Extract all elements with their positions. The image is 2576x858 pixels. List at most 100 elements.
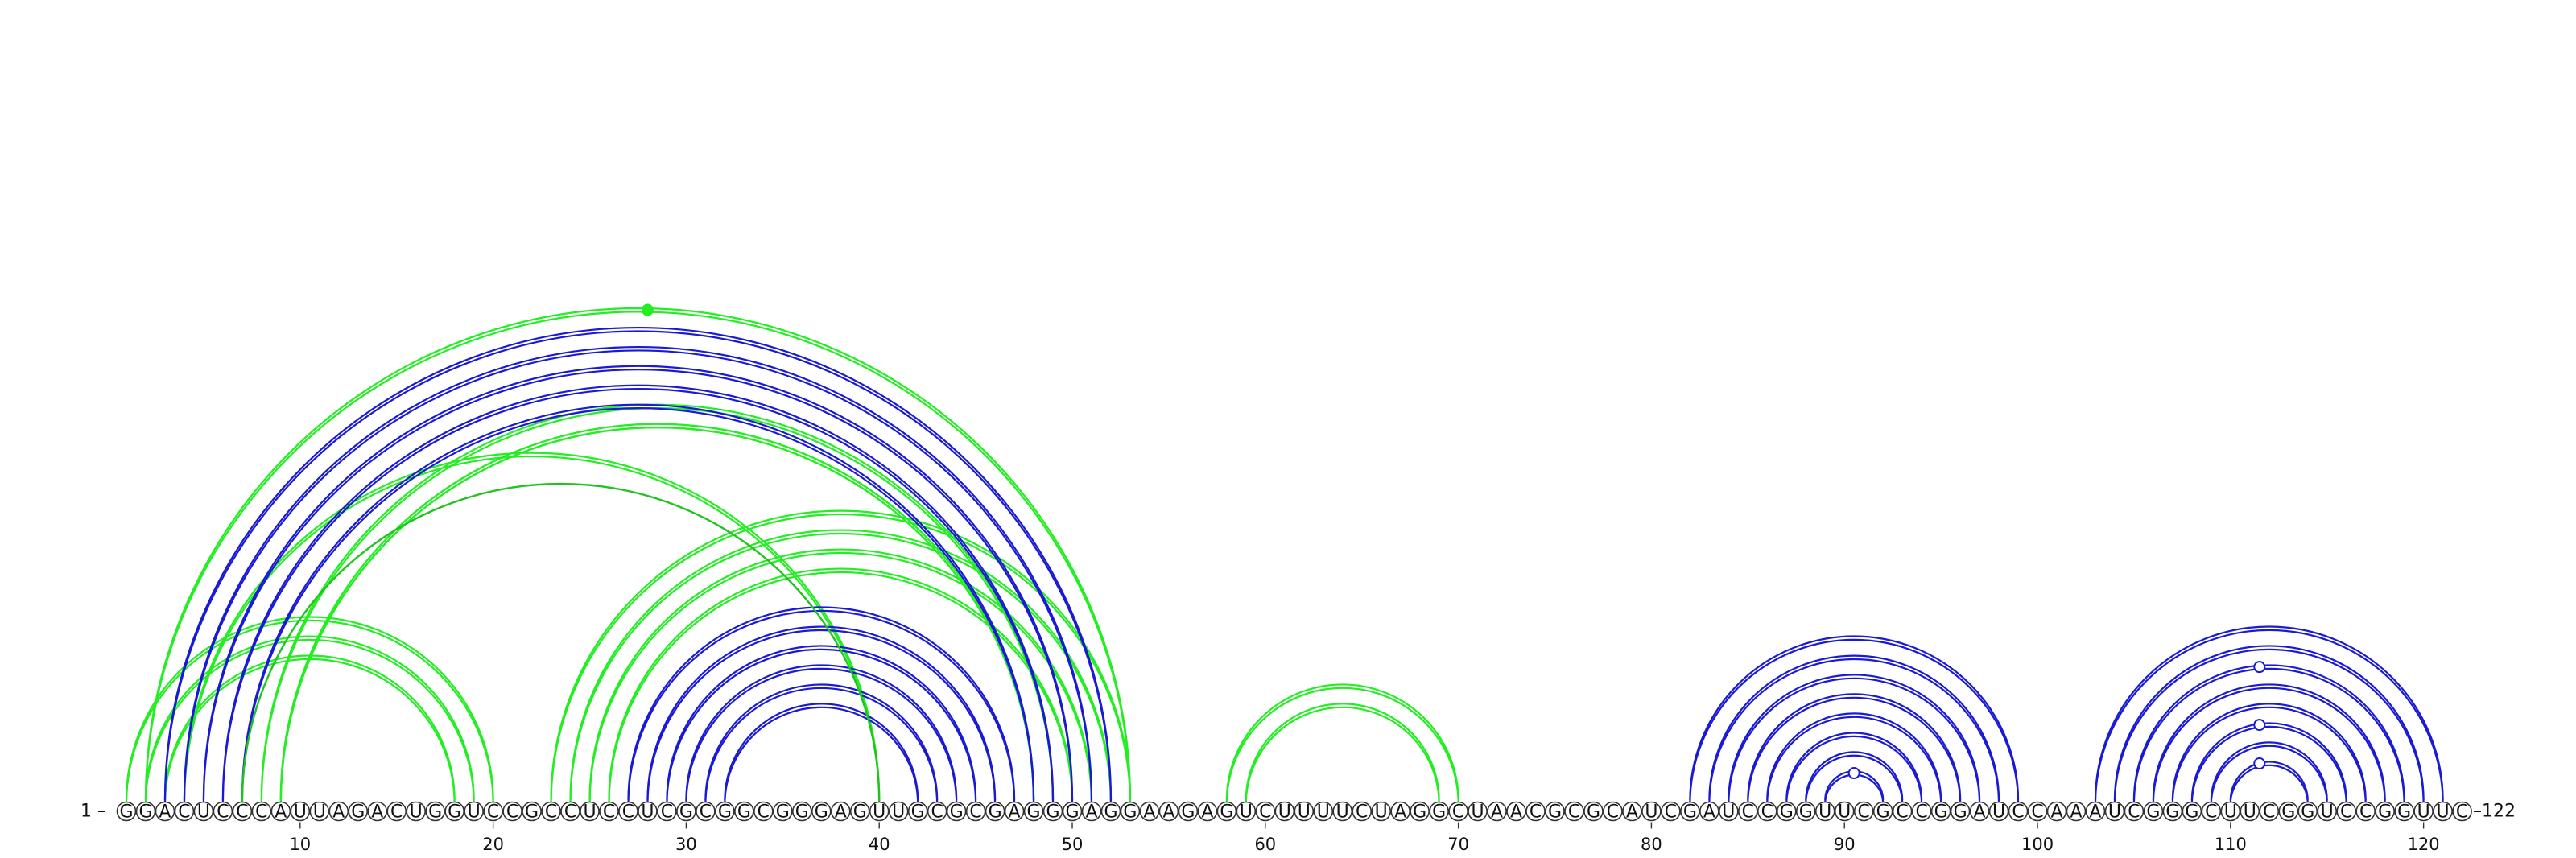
nucleotide-circle-108 — [2182, 801, 2202, 822]
nucleotide-circle-6 — [213, 801, 233, 822]
position-axis: 10 20 30 40 50 60 70 80 90 100 110 120 — [289, 822, 2440, 854]
nucleotide-letter-117: C — [2359, 802, 2372, 823]
nucleotide-41: U — [888, 801, 909, 823]
nucleotide-99: C — [2008, 801, 2029, 823]
nucleotide-circle-105 — [2124, 801, 2145, 822]
nucleotide-circle-37 — [811, 801, 832, 822]
nucleotide-circle-52 — [1100, 801, 1121, 822]
pair-arc-3-52-a — [163, 326, 1113, 801]
nucleotide-letter-58: G — [1220, 802, 1233, 823]
nucleotide-letter-112: C — [2263, 802, 2275, 823]
nucleotide-letter-4: C — [178, 802, 190, 823]
nucleotide-circle-26 — [599, 801, 619, 822]
nucleotide-circle-58 — [1216, 801, 1237, 822]
nucleotide-98: U — [1988, 801, 2009, 823]
nucleotide-circle-115 — [2317, 801, 2338, 822]
alt-arc-1-20-b — [125, 619, 494, 804]
nucleotide-10: U — [290, 801, 311, 823]
nucleotide-letter-11: U — [313, 802, 326, 823]
pair-arc-3-52-b — [163, 330, 1113, 804]
nucleotide-101: A — [2046, 801, 2067, 823]
alt-arc-23-53-a — [550, 509, 1132, 801]
pair-arc-110-114-b — [2229, 764, 2309, 804]
nucleotide-letter-116: C — [2340, 802, 2352, 823]
tick-label-120: 120 — [2408, 835, 2440, 854]
nucleotide-circle-7 — [232, 801, 253, 822]
nucleotide-37: G — [811, 801, 832, 823]
pair-arc-105-119-a — [2132, 664, 2405, 801]
nucleotide-letter-78: C — [1607, 802, 1619, 823]
nucleotide-69: G — [1429, 801, 1449, 823]
nucleotide-letter-40: U — [873, 802, 886, 823]
nucleotide-circle-45 — [965, 801, 986, 822]
nucleotide-letter-68: G — [1413, 802, 1426, 823]
tick-label-60: 60 — [1254, 835, 1276, 854]
nucleotide-circle-49 — [1042, 801, 1063, 822]
nucleotide-letter-101: A — [2050, 802, 2062, 823]
pair-arc-32-42-a — [724, 703, 919, 801]
nucleotide-circle-121 — [2433, 801, 2453, 822]
nucleotide-circle-107 — [2162, 801, 2183, 822]
nucleotide-circle-10 — [290, 801, 311, 822]
nucleotide-16: U — [406, 801, 427, 823]
nucleotide-circle-38 — [830, 801, 851, 822]
nucleotide-letter-83: A — [1703, 802, 1715, 823]
nucleotide-letter-109: C — [2205, 802, 2217, 823]
pair-arc-86-95-a — [1766, 712, 1942, 801]
tick-label-30: 30 — [675, 835, 697, 854]
alt-arc-2-53-a — [144, 307, 1132, 801]
tick-label-70: 70 — [1447, 835, 1469, 854]
pair-arc-7-48-b — [241, 407, 1035, 804]
nucleotide-20: C — [483, 801, 503, 823]
nucleotide-43: C — [927, 801, 947, 823]
nucleotide-119: G — [2394, 801, 2414, 823]
pair-arc-108-116-a — [2190, 722, 2347, 801]
nucleotide-circle-29 — [657, 801, 677, 822]
nucleotide-circle-92 — [1872, 801, 1893, 822]
nucleotide-104: U — [2104, 801, 2125, 823]
nucleotide-letter-87: G — [1780, 802, 1794, 823]
nucleotide-circle-96 — [1950, 801, 1971, 822]
nucleotide-letter-80: U — [1645, 802, 1657, 823]
alt-arc-26-50-b — [608, 571, 1074, 804]
pair-arc-27-47-b — [627, 609, 1016, 804]
nucleotide-50: G — [1062, 801, 1083, 823]
nucleotide-15: C — [386, 801, 407, 823]
nucleotide-86: C — [1757, 801, 1777, 823]
nucleotide-letter-6: C — [217, 802, 229, 823]
alt-arc-4-40-b — [183, 456, 881, 804]
alt-arc-thin-7-40 — [241, 482, 881, 802]
alt-arc-25-51-b — [588, 551, 1093, 804]
tick-label-100: 100 — [2021, 835, 2054, 854]
nucleotide-70: C — [1448, 801, 1468, 823]
nucleotide-letter-5: U — [197, 802, 210, 823]
nucleotide-40: U — [869, 801, 890, 823]
nucleotide-letter-31: C — [700, 802, 712, 823]
nucleotide-circle-43 — [927, 801, 947, 822]
nucleotide-120: U — [2413, 801, 2434, 823]
nucleotide-letter-39: G — [853, 802, 867, 823]
nucleotide-letter-77: G — [1587, 802, 1600, 823]
nucleotide-letter-34: C — [758, 802, 770, 823]
nucleotide-76: C — [1564, 801, 1584, 823]
nucleotide-22: G — [522, 801, 542, 823]
nucleotide-5: U — [193, 801, 214, 823]
nucleotide-letter-42: G — [911, 802, 925, 823]
nucleotide-circle-20 — [483, 801, 503, 822]
nucleotide-circle-81 — [1661, 801, 1681, 822]
pair-arc-105-119-b — [2132, 667, 2405, 804]
nucleotide-letter-97: A — [1974, 802, 1986, 823]
nucleotide-letter-21: C — [506, 802, 518, 823]
nucleotide-54: A — [1139, 801, 1160, 823]
nucleotide-circle-97 — [1969, 801, 1990, 822]
nucleotide-letter-48: G — [1027, 802, 1041, 823]
pair-arc-85-96-a — [1747, 693, 1962, 801]
nucleotide-letter-69: G — [1432, 802, 1446, 823]
tick-label-40: 40 — [869, 835, 890, 854]
arc-markers — [641, 303, 2266, 780]
nucleotide-75: G — [1545, 801, 1565, 823]
pair-arc-88-93-a — [1805, 751, 1904, 801]
pair-arc-88-93-b — [1805, 754, 1904, 804]
nucleotide-letter-38: A — [835, 802, 847, 823]
nucleotide-letter-98: U — [1992, 802, 2005, 823]
